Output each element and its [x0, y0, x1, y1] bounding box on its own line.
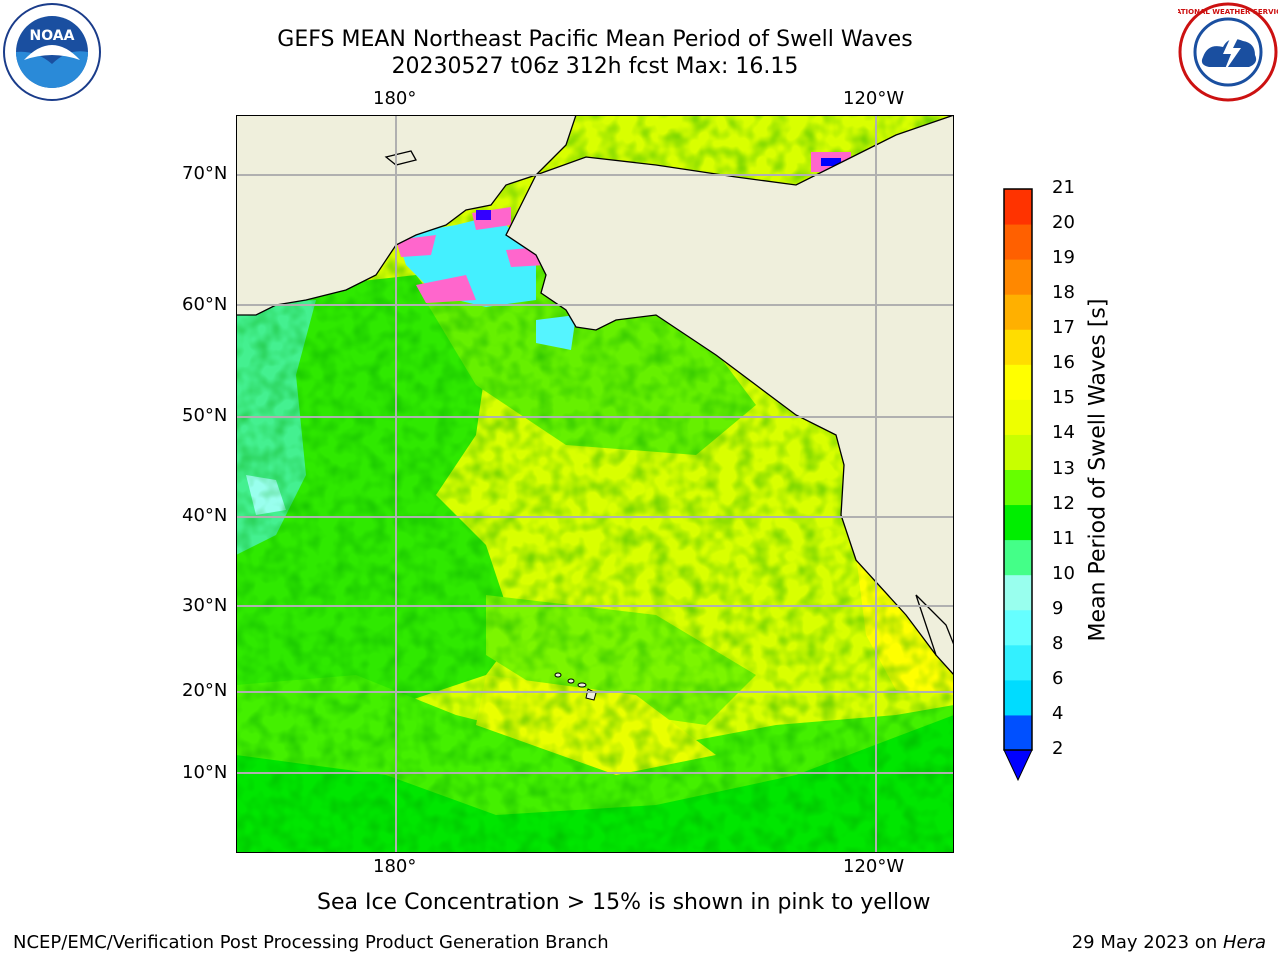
colorbar-segment — [1004, 644, 1032, 681]
gridlines — [236, 115, 954, 853]
sea-ice-core — [476, 210, 491, 220]
colorbar-tick-label: 8 — [1052, 632, 1064, 654]
colorbar-segment — [1004, 399, 1032, 435]
land — [236, 115, 954, 676]
footer-date: 29 May 2023 on Hera — [1071, 932, 1266, 953]
colorbar-tick-label: 15 — [1052, 387, 1075, 409]
lat-label-60n: 60°N — [182, 294, 228, 315]
footer-host: Hera — [1222, 932, 1266, 953]
colorbar-tick-label: 6 — [1052, 667, 1064, 689]
nws-logo: NATIONAL WEATHER SERVICE — [1178, 2, 1278, 102]
lat-label-70n: 70°N — [182, 163, 228, 184]
colorbar-tick-label: 10 — [1052, 562, 1075, 584]
colorbar-tick-label: 14 — [1052, 422, 1075, 444]
colorbar-segment — [1004, 329, 1032, 365]
lon-label-bottom-180: 180° — [373, 856, 417, 877]
nws-logo-text: NATIONAL WEATHER SERVICE — [1178, 8, 1278, 16]
colorbar-tick-label: 17 — [1052, 317, 1075, 339]
colorbar-tick-label: 4 — [1052, 702, 1064, 724]
colorbar-segment — [1004, 504, 1032, 541]
colorbar-tick-label: 20 — [1052, 212, 1075, 234]
colorbar-tick-label: 13 — [1052, 457, 1075, 479]
colorbar-tick-label: 9 — [1052, 597, 1064, 619]
colorbar-segment — [1004, 364, 1032, 400]
colorbar-tick-label: 21 — [1052, 177, 1075, 198]
lon-label-bottom-120w: 120°W — [843, 856, 905, 877]
colorbar-segment — [1004, 189, 1032, 225]
lon-label-top-120w: 120°W — [843, 88, 905, 109]
colorbar-segment — [1004, 434, 1032, 470]
colorbar-under-arrow — [1003, 749, 1033, 782]
colorbar — [1003, 188, 1033, 782]
colorbar-tick-label: 18 — [1052, 282, 1075, 304]
chart-subtitle: 20230527 t06z 312h fcst Max: 16.15 — [391, 54, 799, 79]
colorbar-segment — [1004, 224, 1032, 260]
colorbar-segment — [1004, 294, 1032, 330]
sea-ice-core — [821, 158, 841, 166]
colorbar-segment — [1004, 539, 1032, 576]
lon-label-top-180: 180° — [373, 88, 417, 109]
colorbar-segment — [1004, 609, 1032, 646]
colorbar-tick-label: 2 — [1052, 738, 1064, 759]
colorbar-label: Mean Period of Swell Waves [s] — [1085, 298, 1111, 642]
noaa-logo: NOAA — [3, 3, 101, 101]
sea-ice-edge — [416, 275, 476, 303]
footer-credit: NCEP/EMC/Verification Post Processing Pr… — [13, 932, 609, 953]
lat-label-50n: 50°N — [182, 405, 228, 426]
colorbar-tick-label: 16 — [1052, 352, 1075, 374]
lat-label-30n: 30°N — [182, 595, 228, 616]
swell-period-map — [236, 115, 954, 853]
colorbar-segment — [1004, 679, 1032, 716]
colorbar-tick-label: 12 — [1052, 492, 1075, 514]
lat-label-10n: 10°N — [182, 762, 228, 783]
colorbar-segment — [1004, 259, 1032, 295]
sea-ice-region — [536, 315, 576, 350]
lat-label-40n: 40°N — [182, 505, 228, 526]
noaa-logo-text: NOAA — [30, 28, 75, 44]
colorbar-tick-label: 11 — [1052, 527, 1075, 549]
colorbar-segment — [1004, 574, 1032, 611]
colorbar-segment — [1004, 714, 1032, 751]
chart-title: GEFS MEAN Northeast Pacific Mean Period … — [277, 27, 913, 52]
lat-label-20n: 20°N — [182, 680, 228, 701]
colorbar-tick-label: 19 — [1052, 247, 1075, 269]
colorbar-segment — [1004, 469, 1032, 506]
